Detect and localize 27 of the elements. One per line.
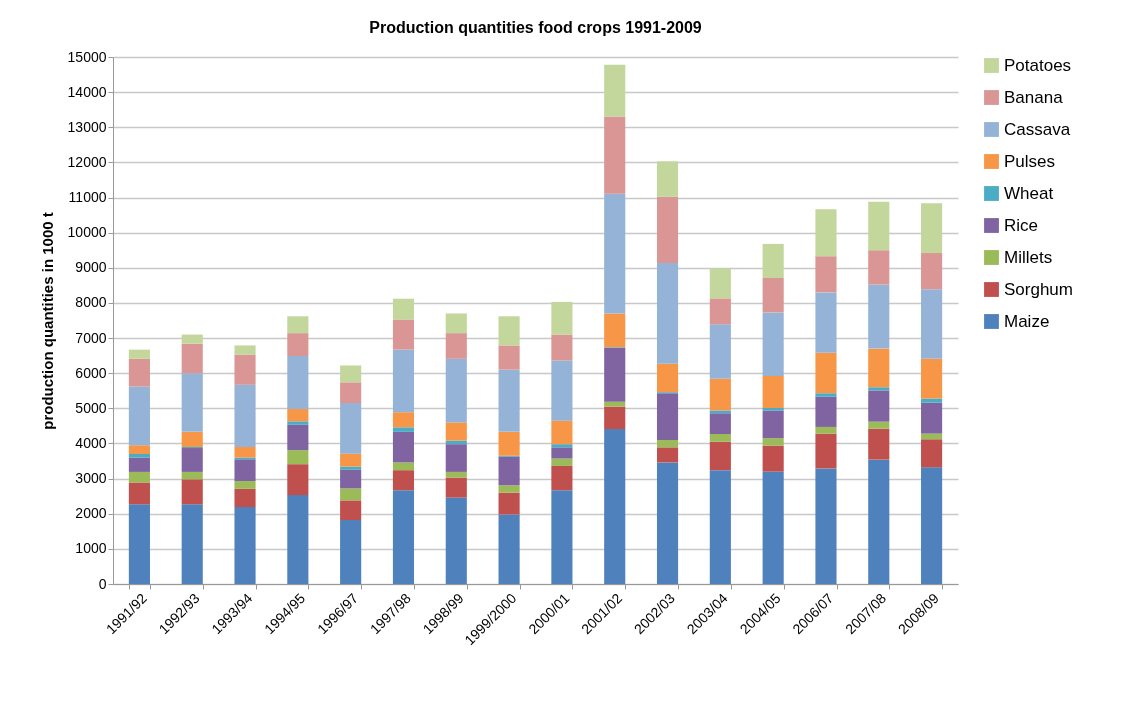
y-tick-label: 7000 bbox=[75, 329, 107, 346]
y-tick-label: 10000 bbox=[67, 224, 107, 241]
legend-label: Millets bbox=[1004, 247, 1053, 267]
legend-label: Sorghum bbox=[1004, 279, 1073, 299]
y-axis-title: production quantities in 1000 t bbox=[38, 212, 56, 430]
y-tick-label: 1000 bbox=[75, 540, 107, 557]
chart-title: Production quantities food crops 1991-2009 bbox=[369, 19, 702, 36]
y-tick-label: 8000 bbox=[75, 294, 107, 311]
y-tick-label: 5000 bbox=[75, 399, 107, 416]
legend-label: Pulses bbox=[1004, 151, 1056, 171]
y-tick-label: 12000 bbox=[67, 153, 107, 170]
y-tick-label: 11000 bbox=[68, 189, 107, 206]
y-tick-label: 2000 bbox=[75, 505, 107, 522]
y-tick-label: 14000 bbox=[67, 83, 107, 100]
y-tick-label: 15000 bbox=[67, 48, 107, 65]
legend-label: Cassava bbox=[1004, 119, 1071, 139]
legend-label: Rice bbox=[1004, 215, 1039, 235]
y-tick-label: 0 bbox=[98, 575, 107, 592]
y-tick-label: 3000 bbox=[75, 470, 107, 487]
legend-label: Maize bbox=[1004, 311, 1050, 331]
legend-label: Potatoes bbox=[1004, 55, 1072, 75]
y-tick-label: 4000 bbox=[75, 434, 107, 451]
y-tick-label: 6000 bbox=[75, 364, 107, 381]
y-tick-label: 13000 bbox=[67, 118, 107, 135]
legend-label: Wheat bbox=[1004, 183, 1054, 203]
y-tick-label: 9000 bbox=[75, 259, 107, 276]
legend-label: Banana bbox=[1004, 87, 1064, 107]
